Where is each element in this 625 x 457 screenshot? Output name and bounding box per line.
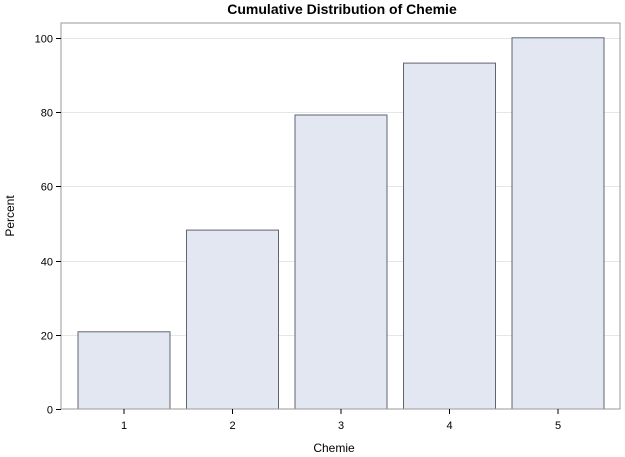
bar-3 — [294, 114, 388, 410]
x-tick-label-5: 5 — [555, 420, 561, 432]
x-tick-label-1: 1 — [121, 420, 127, 432]
chart-title: Cumulative Distribution of Chemie — [227, 1, 457, 17]
y-axis-label: Percent — [3, 195, 17, 237]
x-axis-label: Chemie — [313, 441, 355, 455]
y-tick-label-100: 100 — [35, 34, 53, 46]
bars — [77, 37, 605, 410]
y-tick-label-40: 40 — [41, 257, 53, 269]
y-tick-label-0: 0 — [47, 405, 53, 417]
y-tick-label-60: 60 — [41, 182, 53, 194]
bar-5 — [511, 37, 605, 410]
bar-2 — [186, 229, 279, 410]
y-axis-ticks: 0 20 40 60 80 100 — [35, 34, 61, 417]
bar-1 — [77, 331, 171, 410]
x-tick-label-4: 4 — [446, 420, 452, 432]
x-tick-label-3: 3 — [338, 420, 344, 432]
y-tick-label-80: 80 — [41, 108, 53, 120]
bar-4 — [403, 62, 496, 410]
x-tick-label-2: 2 — [229, 420, 235, 432]
x-axis-ticks: 1 2 3 4 5 — [121, 409, 561, 432]
y-tick-label-20: 20 — [41, 331, 53, 343]
